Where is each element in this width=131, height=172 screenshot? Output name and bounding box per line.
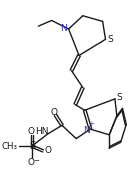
Text: N: N: [61, 24, 67, 34]
Text: CH₃: CH₃: [2, 142, 18, 151]
Text: S: S: [30, 141, 36, 151]
Text: S: S: [117, 93, 122, 103]
Text: S: S: [107, 35, 113, 44]
Text: HN: HN: [35, 127, 49, 136]
Text: O: O: [51, 108, 58, 117]
Text: N: N: [83, 126, 90, 135]
Text: −: −: [34, 158, 39, 164]
Text: O: O: [27, 127, 34, 136]
Text: +: +: [88, 121, 94, 127]
Text: O: O: [44, 146, 51, 155]
Text: O: O: [27, 158, 34, 167]
